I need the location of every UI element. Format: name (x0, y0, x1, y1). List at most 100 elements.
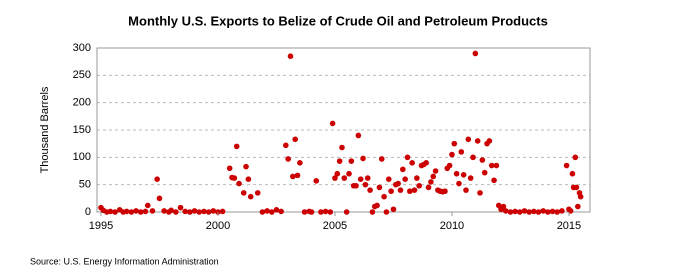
data-point (402, 176, 408, 182)
data-point (247, 193, 254, 200)
data-point (254, 190, 261, 196)
data-point (535, 209, 542, 215)
data-point (411, 187, 418, 193)
data-point (210, 208, 217, 214)
data-point (322, 208, 329, 215)
data-point (343, 209, 350, 215)
data-point (332, 175, 338, 181)
data-point (362, 181, 369, 188)
data-point (554, 209, 561, 215)
data-point (285, 156, 291, 162)
data-point (577, 193, 584, 200)
data-point (177, 204, 184, 211)
y-tick-label: 0 (85, 206, 91, 218)
data-point (278, 208, 284, 215)
data-point (481, 169, 488, 176)
x-tick-label: 1995 (89, 220, 113, 232)
data-point (369, 209, 376, 215)
y-tick-label: 200 (73, 97, 91, 109)
data-point (388, 188, 394, 195)
data-point (575, 203, 581, 210)
data-point (456, 180, 462, 187)
data-point (404, 154, 411, 161)
data-point (428, 179, 434, 185)
y-axis-label: Thousand Barrels (39, 86, 51, 173)
data-point (292, 136, 298, 143)
data-point (364, 175, 371, 181)
data-point (264, 208, 270, 214)
data-point (355, 132, 362, 139)
data-point (290, 173, 296, 180)
data-point (453, 170, 460, 177)
y-tick-label: 150 (73, 124, 91, 136)
data-point (517, 209, 523, 215)
data-point (205, 209, 212, 215)
data-point (477, 190, 483, 196)
data-point (259, 209, 266, 215)
data-point (137, 209, 144, 215)
data-point (154, 176, 160, 182)
data-point (191, 208, 198, 214)
data-point (336, 158, 343, 164)
data-point (409, 160, 415, 166)
data-point (245, 176, 252, 182)
grid (97, 47, 590, 213)
data-point (313, 178, 320, 184)
data-point (107, 208, 114, 215)
data-point (329, 120, 336, 127)
data-point (545, 209, 551, 215)
data-point (458, 149, 465, 155)
y-tick-label: 300 (73, 42, 91, 54)
data-point (407, 188, 413, 195)
data-point (339, 144, 345, 151)
data-point (283, 142, 289, 149)
data-point (142, 208, 149, 215)
data-point (446, 162, 453, 169)
plot-frame (96, 47, 591, 213)
data-point (123, 208, 130, 215)
data-point (294, 172, 301, 179)
data-point (512, 208, 518, 215)
data-point (243, 163, 249, 170)
data-point (383, 209, 390, 215)
data-point (353, 182, 359, 189)
data-point (460, 172, 467, 178)
data-point (442, 188, 448, 195)
data-point (374, 202, 380, 209)
data-point (381, 193, 387, 200)
data-point (348, 158, 355, 164)
data-point (161, 208, 167, 214)
data-point (395, 180, 401, 187)
x-tick-label: 2000 (206, 220, 230, 232)
data-point (507, 209, 514, 215)
data-point (573, 184, 580, 191)
data-point (301, 209, 308, 215)
chart-title: Monthly U.S. Exports to Belize of Crude … (128, 13, 548, 28)
data-point (376, 184, 383, 191)
data-point (346, 170, 352, 177)
data-point (502, 208, 509, 214)
data-point (360, 155, 366, 162)
data-point (308, 209, 315, 215)
data-point (493, 162, 500, 169)
data-point (201, 208, 207, 215)
data-point (472, 50, 479, 57)
marks (98, 50, 584, 215)
data-point (521, 208, 528, 214)
data-point (334, 170, 341, 177)
data-point (400, 166, 406, 173)
data-point (128, 209, 135, 215)
data-point (430, 173, 437, 180)
source-note: Source: U.S. Energy Information Administ… (30, 256, 219, 266)
data-point (187, 209, 193, 215)
data-point (378, 156, 385, 162)
data-point (416, 182, 422, 189)
data-point (549, 208, 556, 215)
y-tick-label: 50 (79, 179, 91, 191)
data-point (144, 202, 151, 209)
data-point (385, 176, 392, 182)
data-point (268, 209, 275, 215)
data-point (451, 140, 458, 147)
